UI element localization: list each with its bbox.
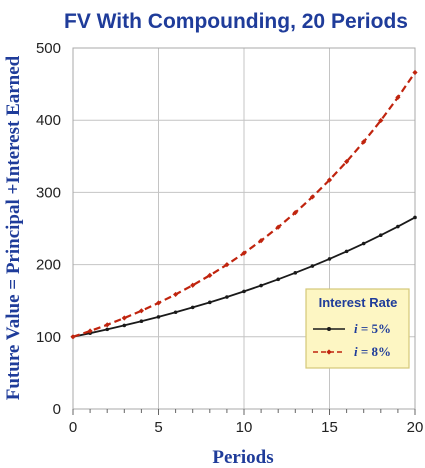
x-tick-label: 5 <box>154 419 162 436</box>
data-point <box>139 319 144 324</box>
data-point <box>241 250 247 256</box>
x-tick-label: 20 <box>407 419 424 436</box>
data-point <box>190 282 196 288</box>
data-point <box>121 315 127 321</box>
data-point <box>242 289 246 294</box>
x-tick-label: 15 <box>321 419 338 436</box>
data-point <box>155 300 162 306</box>
y-tick-label: 200 <box>36 257 61 274</box>
data-point <box>173 291 179 298</box>
data-point <box>190 305 195 310</box>
data-point <box>122 323 127 328</box>
data-point <box>412 69 418 76</box>
data-point <box>292 210 298 216</box>
data-point <box>293 271 298 275</box>
data-point <box>378 117 384 124</box>
data-point <box>396 224 400 229</box>
data-point <box>208 300 212 305</box>
legend-label-variable: i <box>354 321 358 336</box>
x-tick-label: 10 <box>236 419 253 436</box>
data-point <box>70 334 76 340</box>
legend-label-variable: i <box>354 344 358 359</box>
data-point <box>344 249 349 254</box>
data-point <box>344 159 350 165</box>
legend-label-rate: = 8% <box>358 344 391 359</box>
data-point <box>327 257 332 261</box>
data-point <box>276 277 281 282</box>
y-tick-label: 400 <box>36 112 61 129</box>
data-point <box>275 224 281 230</box>
y-tick-label: 0 <box>53 401 61 418</box>
data-point <box>310 264 315 268</box>
legend-title: Interest Rate <box>319 295 398 310</box>
legend-label: i = 5% <box>354 321 391 336</box>
legend-label-rate: = 5% <box>358 321 391 336</box>
series-lines <box>70 69 418 340</box>
data-point <box>258 238 264 244</box>
data-point <box>225 295 229 299</box>
x-tick-label: 0 <box>69 419 77 436</box>
data-point <box>156 315 161 319</box>
y-tick-label: 300 <box>36 184 61 201</box>
data-point <box>104 322 110 328</box>
data-point <box>173 310 178 315</box>
data-point <box>87 328 93 334</box>
data-point <box>379 233 383 238</box>
y-axis-label: Future Value = Principal +Interest Earne… <box>3 55 24 400</box>
data-point <box>309 194 315 200</box>
data-point <box>224 262 230 268</box>
y-tick-label: 100 <box>36 329 61 346</box>
data-point <box>395 94 401 100</box>
data-point <box>207 272 213 278</box>
legend-swatch-marker <box>326 349 332 355</box>
data-point <box>326 177 333 183</box>
data-point <box>259 283 263 288</box>
data-point <box>138 308 144 314</box>
data-point <box>361 139 367 145</box>
x-axis-label: Periods <box>212 447 273 468</box>
legend-label: i = 8% <box>354 344 391 359</box>
chart-title: FV With Compounding, 20 Periods <box>64 10 408 33</box>
data-point <box>105 327 109 332</box>
y-tick-label: 500 <box>36 40 61 57</box>
data-point <box>413 215 417 220</box>
data-point <box>361 241 366 246</box>
legend-swatch-marker <box>327 327 331 331</box>
